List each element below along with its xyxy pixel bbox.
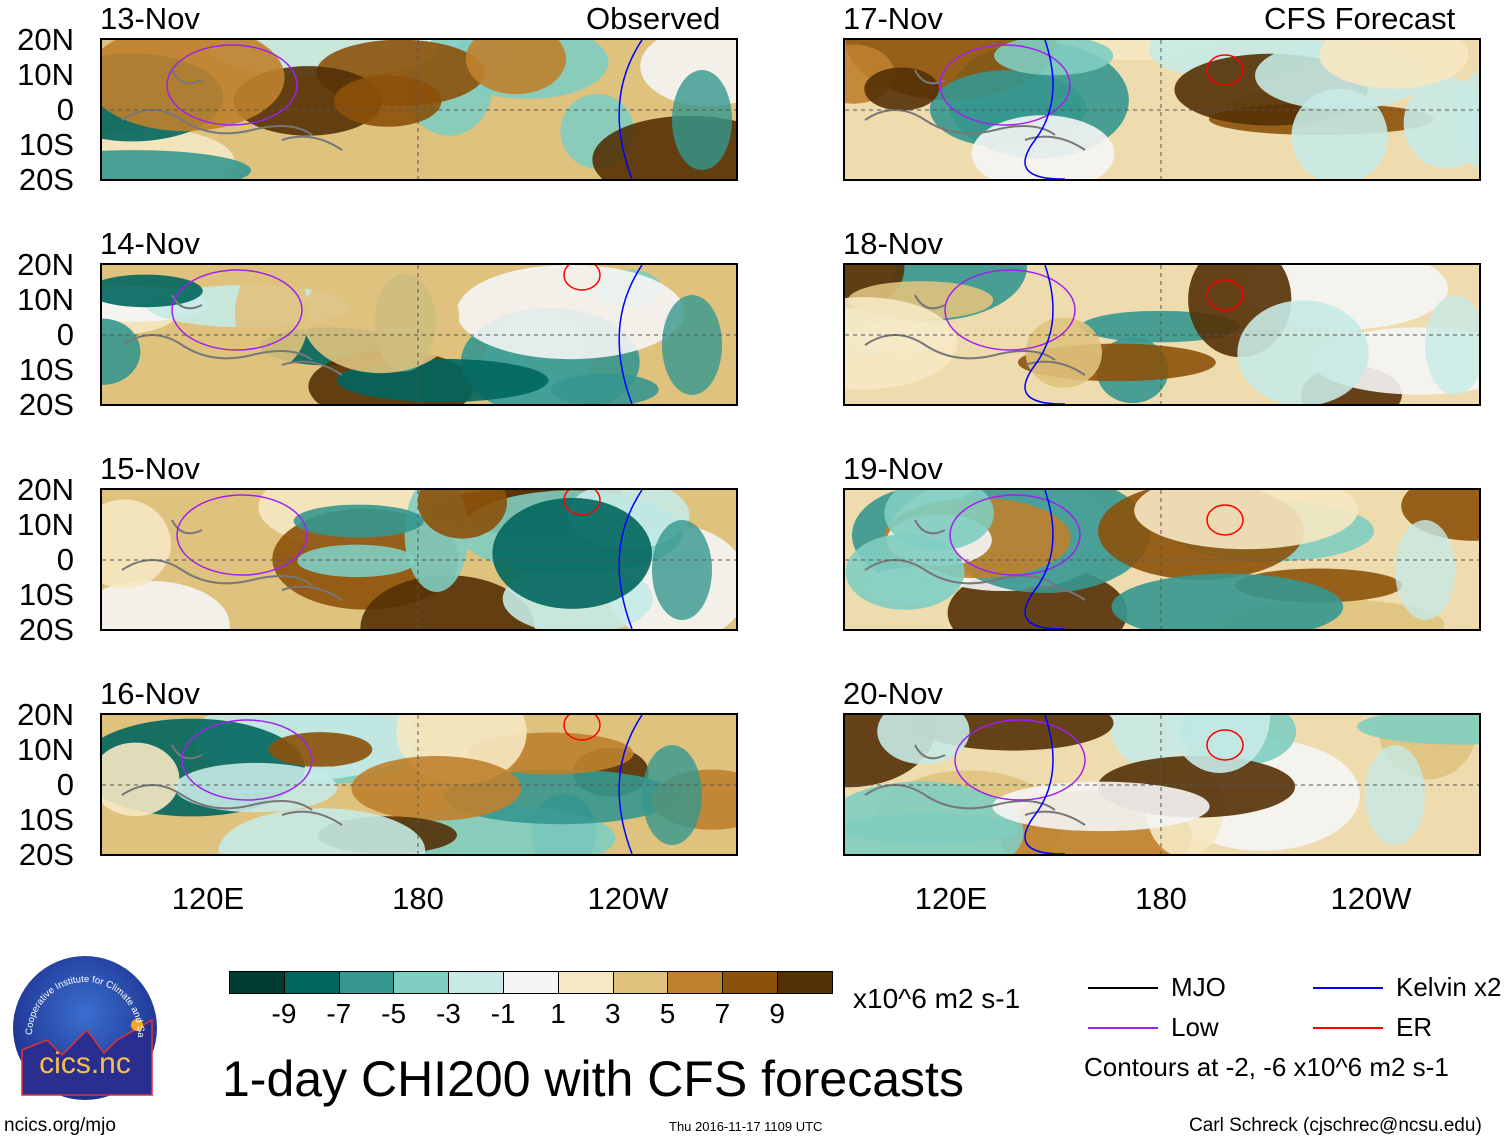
panel-date: 14-Nov <box>100 226 200 261</box>
colorbar-swatch <box>557 971 614 994</box>
colorbar-label: -1 <box>490 998 516 1029</box>
colorbar-label: 7 <box>714 998 731 1029</box>
lat-label: 10N <box>17 282 74 317</box>
contours-note: Contours at -2, -6 x10^6 m2 s-1 <box>1084 1052 1449 1082</box>
colorbar-label: 9 <box>769 998 785 1029</box>
site-url[interactable]: ncics.org/mjo <box>4 1115 116 1136</box>
lon-label: 180 <box>1135 881 1187 916</box>
lon-label: 120E <box>914 881 988 916</box>
colorbar-units: x10^6 m2 s-1 <box>853 983 1021 1014</box>
map-panel <box>100 713 738 856</box>
lat-label: 10S <box>18 802 74 837</box>
legend-line <box>1313 987 1383 989</box>
map-panel <box>843 488 1481 631</box>
colorbar-swatch <box>229 971 285 994</box>
logo-text: cics.nc <box>39 1047 131 1080</box>
legend-line <box>1313 1027 1383 1029</box>
colorbar-label: -3 <box>435 998 461 1029</box>
author: Carl Schreck (cjschrec@ncsu.edu) <box>1189 1115 1482 1136</box>
colorbar-swatch <box>448 971 504 994</box>
map-panel <box>100 488 738 631</box>
panel-date: 18-Nov <box>843 226 943 261</box>
colorbar-swatch <box>393 971 450 994</box>
lat-label: 10S <box>18 127 74 162</box>
colorbar-label: -9 <box>271 998 297 1029</box>
lat-label: 20S <box>18 837 74 872</box>
lat-label: 20S <box>18 387 74 422</box>
map-panel <box>100 263 738 406</box>
lat-label: 20N <box>17 22 74 57</box>
colorbar-swatch <box>777 971 833 994</box>
panel-date: 17-Nov <box>843 1 943 36</box>
lon-label: 120W <box>587 881 669 916</box>
lat-label: 0 <box>56 542 74 577</box>
legend-label: ER <box>1396 1012 1433 1042</box>
lat-label: 0 <box>56 92 74 127</box>
colorbar-label: 1 <box>550 998 566 1029</box>
colorbar-label: -5 <box>381 998 407 1029</box>
legend-line <box>1088 987 1158 989</box>
colorbar-swatch <box>667 971 724 994</box>
colorbar-label: 5 <box>659 998 676 1029</box>
panel-date: 19-Nov <box>843 451 943 486</box>
lat-label: 20N <box>17 247 74 282</box>
lon-label: 180 <box>392 881 444 916</box>
map-panel <box>843 38 1481 181</box>
legend-label: Low <box>1171 1012 1219 1042</box>
figure-title: 1-day CHI200 with CFS forecasts <box>222 1051 964 1107</box>
legend-label: Kelvin x2 <box>1396 972 1502 1002</box>
panel-date: 16-Nov <box>100 676 200 711</box>
lat-label: 10N <box>17 507 74 542</box>
lat-label: 20S <box>18 612 74 647</box>
lat-label: 10S <box>18 352 74 387</box>
colorbar-swatch <box>503 971 559 994</box>
panel-date: 20-Nov <box>843 676 943 711</box>
lon-label: 120W <box>1330 881 1412 916</box>
colorbar-swatch <box>722 971 778 994</box>
panel-date: 15-Nov <box>100 451 200 486</box>
lat-label: 20S <box>18 162 74 197</box>
forecast-header: CFS Forecast <box>1264 1 1456 36</box>
map-panel <box>843 713 1481 856</box>
panel-date: 13-Nov <box>100 1 200 36</box>
lon-label: 120E <box>171 881 245 916</box>
colorbar-label: -7 <box>326 998 352 1029</box>
lat-label: 20N <box>17 472 74 507</box>
observed-header: Observed <box>586 1 721 36</box>
lat-label: 10N <box>17 732 74 767</box>
colorbar-swatch <box>283 971 340 994</box>
lat-label: 10N <box>17 57 74 92</box>
lat-label: 0 <box>56 317 74 352</box>
legend-label: MJO <box>1171 972 1226 1002</box>
lat-label: 10S <box>18 577 74 612</box>
map-panel <box>100 38 738 181</box>
lat-label: 0 <box>56 767 74 802</box>
colorbar-swatch <box>338 971 395 994</box>
legend-line <box>1088 1027 1158 1029</box>
map-panel <box>843 263 1481 406</box>
colorbar-label: 3 <box>605 998 621 1029</box>
lat-label: 20N <box>17 697 74 732</box>
cics-logo: Cooperative Institute for Climate and Sa… <box>9 947 158 1101</box>
colorbar-swatch <box>612 971 669 994</box>
timestamp: Thu 2016-11-17 1109 UTC <box>669 1119 823 1134</box>
